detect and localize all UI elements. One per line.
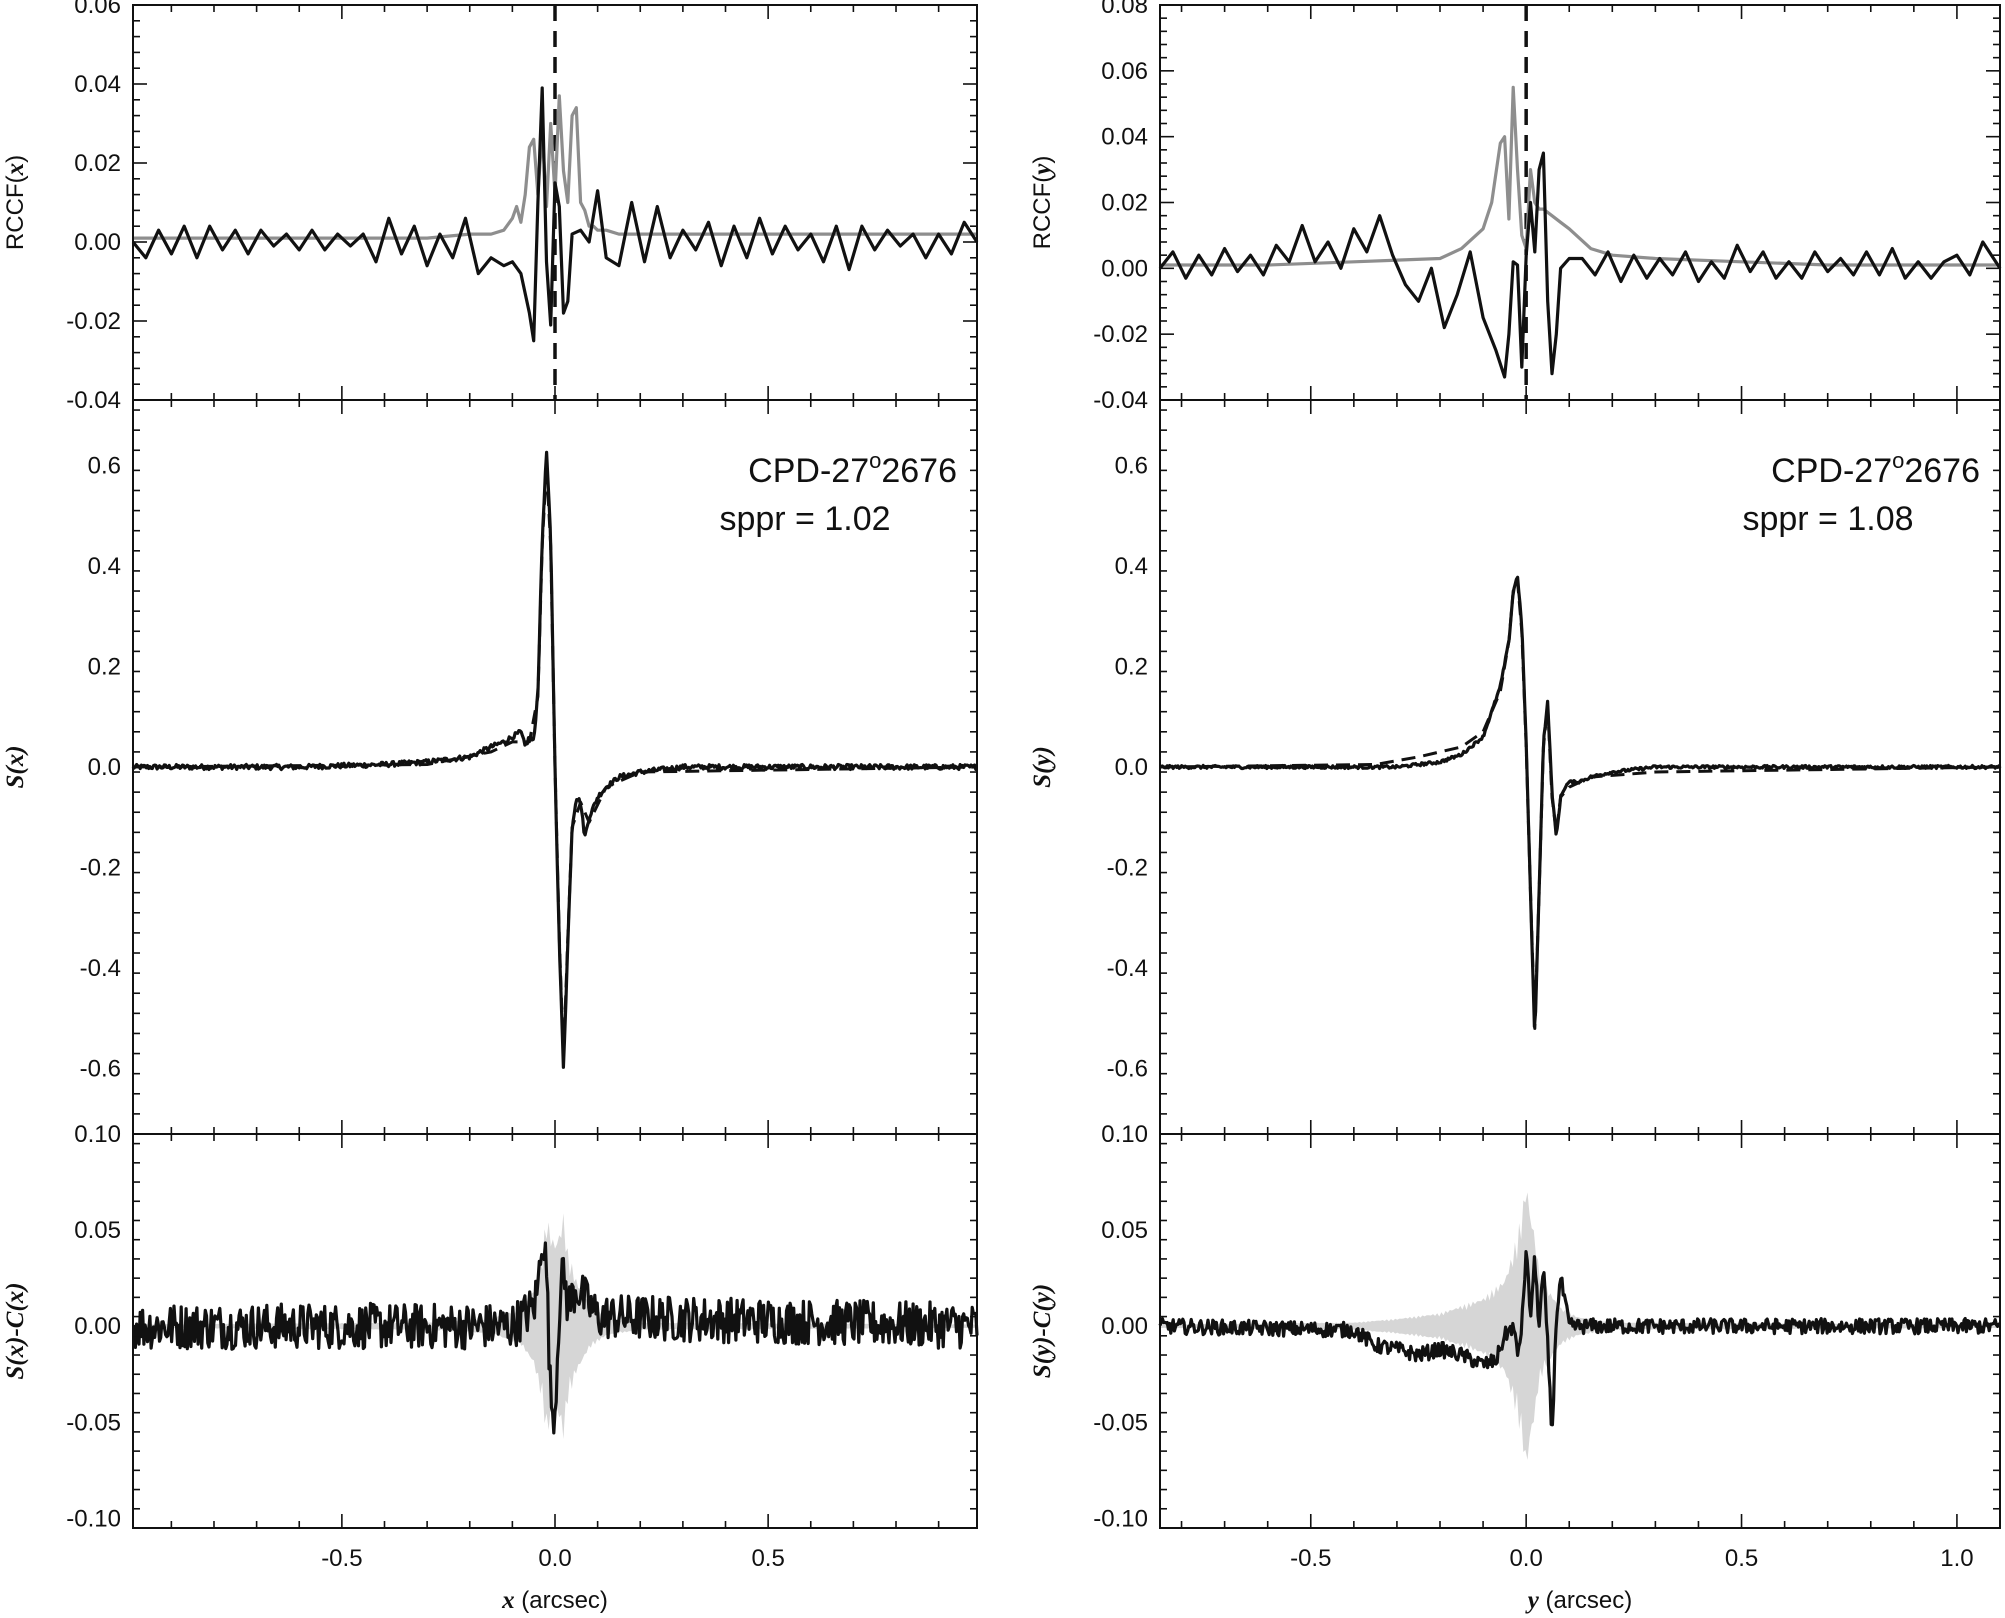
right-sppr-label: sppr = 1.08 — [1742, 500, 1913, 538]
right-residual-y-axis-title: S(y)-C(y) — [1029, 1284, 1056, 1378]
right-x-axis-title: y (arcsec) — [1525, 1587, 1632, 1614]
left-sppr-label: sppr = 1.02 — [719, 500, 890, 538]
right-rccf-y-tick-label: 0.04 — [1101, 124, 1148, 151]
left-rccf-panel: -0.04 -0.02 0.00 0.02 0.04 0.06 RCCF(x) — [2, 0, 979, 414]
right-x-tick-label: 0.5 — [1725, 1545, 1758, 1572]
right-x-tick-label: -0.5 — [1290, 1545, 1331, 1572]
left-signal-y-tick-label: 0.6 — [88, 452, 121, 479]
left-rccf-y-tick-label: -0.02 — [66, 308, 121, 335]
right-rccf-y-tick-label: -0.04 — [1093, 387, 1148, 414]
right-signal-y-tick-label: 0.2 — [1115, 653, 1148, 680]
right-rccf-panel: -0.04 -0.02 0.00 0.02 0.04 0.06 0.08 RCCF(y) — [1029, 0, 2002, 414]
left-rccf-y-tick-label: 0.06 — [74, 0, 121, 19]
right-residual-series-black — [1158, 1249, 2001, 1427]
right-rccf-y-tick-label: 0.06 — [1101, 58, 1148, 85]
right-residual-y-tick-label: 0.10 — [1101, 1121, 1148, 1148]
left-residual-y-tick-label: 0.05 — [74, 1217, 121, 1244]
right-signal-y-tick-label: -0.6 — [1107, 1056, 1148, 1083]
right-x-tick-label: 0.0 — [1509, 1545, 1542, 1572]
left-residual-y-tick-label: 0.10 — [74, 1121, 121, 1148]
left-rccf-y-tick-label: -0.04 — [66, 387, 121, 414]
left-rccf-y-tick-label: 0.00 — [74, 229, 121, 256]
left-signal-y-tick-label: -0.2 — [80, 855, 121, 882]
right-rccf-y-tick-label: 0.02 — [1101, 190, 1148, 217]
left-signal-panel: -0.6 -0.4 -0.2 0.0 0.2 0.4 0.6 S(x) CPD-27o2676 s… — [2, 399, 978, 1135]
left-residual-y-tick-label: -0.05 — [66, 1409, 121, 1436]
left-residual-series-black — [132, 1241, 979, 1435]
left-signal-y-tick-label: 0.4 — [88, 553, 121, 580]
left-residual-y-axis-title: S(x)-C(x) — [2, 1282, 29, 1379]
right-signal-y-tick-label: 0.4 — [1115, 553, 1148, 580]
right-signal-y-tick-label: -0.4 — [1107, 955, 1148, 982]
right-residual-y-tick-label: 0.00 — [1101, 1313, 1148, 1340]
left-rccf-y-tick-label: 0.02 — [74, 150, 121, 177]
left-residual-error-band — [133, 1213, 977, 1440]
right-rccf-y-tick-label: 0.00 — [1101, 255, 1148, 282]
left-signal-y-tick-label: 0.0 — [88, 754, 121, 781]
right-star-name: CPD-27o2676 — [1771, 448, 1980, 490]
left-rccf-y-axis-title: RCCF(x) — [2, 155, 29, 250]
left-x-tick-label: 0.0 — [538, 1545, 571, 1572]
left-rccf-series-black — [131, 86, 979, 343]
left-residual-panel: -0.10 -0.05 0.00 0.05 0.10 -0.5 0.0 0.5 x (arcse… — [2, 1121, 979, 1614]
left-signal-y-tick-label: 0.2 — [88, 653, 121, 680]
right-signal-panel: -0.6 -0.4 -0.2 0.0 0.2 0.4 0.6 S(y) CPD-27o2676 s… — [1029, 399, 2002, 1135]
right-residual-frame — [1159, 1133, 2001, 1529]
right-residual-y-tick-label: -0.10 — [1093, 1505, 1148, 1532]
right-rccf-series-gray — [1160, 85, 2000, 267]
right-rccf-y-tick-label: -0.02 — [1093, 321, 1148, 348]
left-x-tick-label: -0.5 — [321, 1545, 362, 1572]
right-rccf-frame — [1159, 4, 2001, 401]
left-residual-y-tick-label: 0.00 — [74, 1313, 121, 1340]
right-signal-y-axis-title: S(y) — [1029, 746, 1056, 788]
right-signal-y-tick-label: 0.6 — [1115, 452, 1148, 479]
left-signal-y-axis-title: S(x) — [2, 745, 29, 788]
left-x-tick-label: 0.5 — [751, 1545, 784, 1572]
left-signal-series-dashed — [132, 463, 978, 1061]
right-x-tick-label: 1.0 — [1940, 1545, 1973, 1572]
right-signal-y-tick-label: -0.2 — [1107, 855, 1148, 882]
left-residual-y-tick-label: -0.10 — [66, 1505, 121, 1532]
right-signal-series-dashed — [1159, 579, 2001, 1030]
left-star-name: CPD-27o2676 — [748, 448, 957, 490]
left-x-axis-title: x (arcsec) — [501, 1587, 608, 1614]
left-signal-y-tick-label: -0.6 — [80, 1056, 121, 1083]
right-residual-y-tick-label: 0.05 — [1101, 1217, 1148, 1244]
right-signal-series-black — [1159, 575, 2002, 1029]
left-rccf-series-gray — [133, 94, 977, 240]
right-signal-y-tick-label: 0.0 — [1115, 754, 1148, 781]
left-signal-y-tick-label: -0.4 — [80, 955, 121, 982]
right-rccf-series-black — [1158, 151, 2002, 379]
right-residual-panel: -0.10 -0.05 0.00 0.05 0.10 -0.5 0.0 0.5 1.0 y (ar… — [1029, 1121, 2001, 1614]
right-residual-y-tick-label: -0.05 — [1093, 1409, 1148, 1436]
right-rccf-y-tick-label: 0.08 — [1101, 0, 1148, 19]
right-rccf-y-axis-title: RCCF(y) — [1029, 156, 1056, 250]
left-rccf-y-tick-label: 0.04 — [74, 71, 121, 98]
